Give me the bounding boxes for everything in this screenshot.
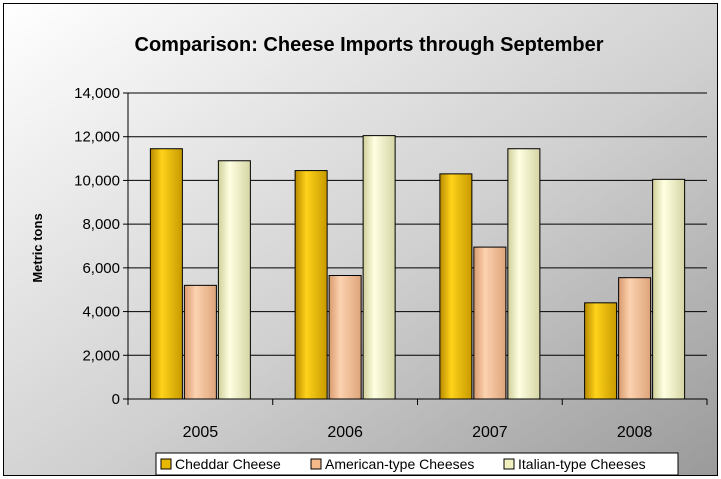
legend-swatch: [160, 458, 172, 470]
bar-cheddar-cheese-2008: [584, 302, 618, 400]
bar-american-type-cheeses-2007: [473, 246, 507, 400]
chart-title: Comparison: Cheese Imports through Septe…: [135, 34, 604, 56]
x-tick-label: 2006: [327, 424, 363, 441]
bar-italian-type-cheeses-2008: [652, 178, 686, 400]
y-axis-label: Metric tons: [30, 213, 45, 282]
bar-cheddar-cheese-2007: [439, 173, 473, 400]
y-axis-ticks: 0 2,000 4,000 6,000 8,000 10,000 12,000 14,000: [74, 85, 128, 408]
y-tick-label: 10,000: [74, 172, 120, 189]
bar-chart: Comparison: Cheese Imports through Septe…: [4, 4, 717, 475]
y-tick-label: 4,000: [82, 304, 120, 321]
legend-label: Italian-type Cheeses: [518, 456, 646, 472]
y-tick-label: 14,000: [74, 85, 120, 102]
y-tick-label: 6,000: [82, 260, 120, 277]
chart-frame: Comparison: Cheese Imports through Septe…: [3, 3, 718, 476]
y-tick-label: 8,000: [82, 216, 120, 233]
bar-italian-type-cheeses-2006: [362, 135, 396, 400]
legend-swatch: [503, 458, 515, 470]
legend-label: Cheddar Cheese: [175, 456, 281, 472]
x-axis-ticks: 2005 2006 2007 2008: [127, 399, 708, 441]
bar-american-type-cheeses-2005: [183, 284, 217, 400]
y-tick-label: 2,000: [82, 347, 120, 364]
x-tick-label: 2007: [472, 424, 508, 441]
bar-cheddar-cheese-2005: [149, 148, 183, 400]
legend-box: [155, 452, 679, 475]
bar-italian-type-cheeses-2005: [217, 160, 251, 400]
y-tick-label: 12,000: [74, 129, 120, 146]
bars: [149, 135, 686, 400]
legend-swatch: [310, 458, 322, 470]
bar-american-type-cheeses-2008: [618, 277, 652, 400]
x-tick-label: 2008: [617, 424, 653, 441]
bar-italian-type-cheeses-2007: [507, 148, 541, 400]
legend: Cheddar Cheese American-type Cheeses Itali…: [155, 452, 679, 475]
bar-american-type-cheeses-2006: [328, 275, 362, 400]
y-tick-label: 0: [112, 391, 120, 408]
x-tick-label: 2005: [183, 424, 219, 441]
bar-cheddar-cheese-2006: [294, 170, 328, 400]
legend-label: American-type Cheeses: [325, 456, 474, 472]
